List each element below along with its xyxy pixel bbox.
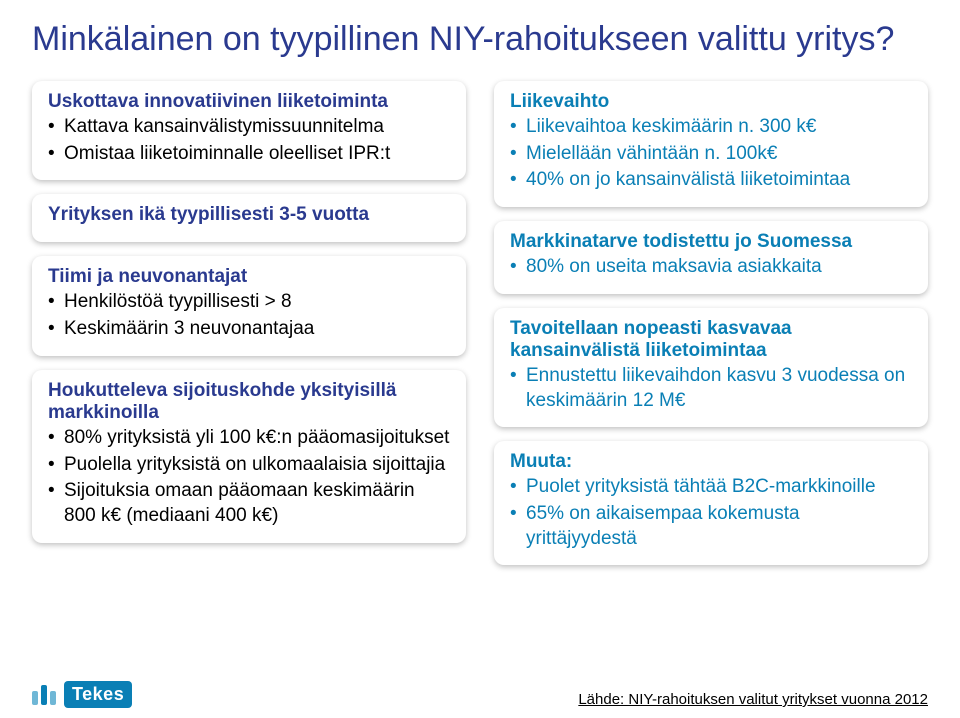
list-item: Mielellään vähintään n. 100k€ (510, 142, 912, 167)
box-title: Tiimi ja neuvonantajat (48, 266, 450, 288)
info-box: Tavoitellaan nopeasti kasvavaa kansainvä… (494, 308, 928, 427)
box-list: Puolet yrityksistä tähtää B2C-markkinoil… (510, 475, 912, 551)
box-list: Henkilöstöä tyypillisesti > 8Keskimäärin… (48, 290, 450, 341)
list-item: Sijoituksia omaan pääomaan keskimäärin 8… (48, 479, 450, 528)
box-list: 80% on useita maksavia asiakkaita (510, 255, 912, 280)
list-item: 80% yrityksistä yli 100 k€:n pääomasijoi… (48, 426, 450, 451)
list-item: 65% on aikaisempaa kokemusta yrittäjyyde… (510, 502, 912, 551)
box-list: 80% yrityksistä yli 100 k€:n pääomasijoi… (48, 426, 450, 529)
box-title: Liikevaihto (510, 91, 912, 113)
info-box: Houkutteleva sijoituskohde yksityisillä … (32, 370, 466, 543)
list-item: Liikevaihtoa keskimäärin n. 300 k€ (510, 115, 912, 140)
box-title: Tavoitellaan nopeasti kasvavaa kansainvä… (510, 318, 912, 362)
list-item: Kattava kansainvälistymissuunnitelma (48, 115, 450, 140)
list-item: Puolella yrityksistä on ulkomaalaisia si… (48, 453, 450, 478)
slide: Minkälainen on tyypillinen NIY-rahoituks… (0, 0, 960, 718)
list-item: Keskimäärin 3 neuvonantajaa (48, 317, 450, 342)
list-item: Puolet yrityksistä tähtää B2C-markkinoil… (510, 475, 912, 500)
left-column: Uskottava innovatiivinen liiketoimintaKa… (32, 81, 466, 565)
logo: Tekes (32, 681, 132, 708)
box-title: Uskottava innovatiivinen liiketoiminta (48, 91, 450, 113)
box-title: Muuta: (510, 451, 912, 473)
slide-title: Minkälainen on tyypillinen NIY-rahoituks… (32, 20, 928, 59)
info-box: Yrityksen ikä tyypillisesti 3-5 vuotta (32, 194, 466, 242)
info-box: LiikevaihtoLiikevaihtoa keskimäärin n. 3… (494, 81, 928, 207)
list-item: 40% on jo kansainvälistä liiketoimintaa (510, 168, 912, 193)
info-box: Muuta:Puolet yrityksistä tähtää B2C-mark… (494, 441, 928, 565)
right-column: LiikevaihtoLiikevaihtoa keskimäärin n. 3… (494, 81, 928, 565)
list-item: Omistaa liiketoiminnalle oleelliset IPR:… (48, 142, 450, 167)
box-list: Kattava kansainvälistymissuunnitelmaOmis… (48, 115, 450, 166)
source-text: Lähde: NIY-rahoituksen valitut yritykset… (578, 691, 928, 708)
list-item: Henkilöstöä tyypillisesti > 8 (48, 290, 450, 315)
list-item: Ennustettu liikevaihdon kasvu 3 vuodessa… (510, 364, 912, 413)
list-item: 80% on useita maksavia asiakkaita (510, 255, 912, 280)
footer: Tekes Lähde: NIY-rahoituksen valitut yri… (32, 681, 928, 708)
box-title: Markkinatarve todistettu jo Suomessa (510, 231, 912, 253)
logo-mark-icon (32, 685, 56, 705)
logo-text: Tekes (64, 681, 132, 708)
box-title: Yrityksen ikä tyypillisesti 3-5 vuotta (48, 204, 450, 226)
columns: Uskottava innovatiivinen liiketoimintaKa… (32, 81, 928, 565)
info-box: Uskottava innovatiivinen liiketoimintaKa… (32, 81, 466, 180)
info-box: Markkinatarve todistettu jo Suomessa80% … (494, 221, 928, 294)
box-list: Ennustettu liikevaihdon kasvu 3 vuodessa… (510, 364, 912, 413)
box-list: Liikevaihtoa keskimäärin n. 300 k€Mielel… (510, 115, 912, 193)
info-box: Tiimi ja neuvonantajatHenkilöstöä tyypil… (32, 256, 466, 355)
box-title: Houkutteleva sijoituskohde yksityisillä … (48, 380, 450, 424)
